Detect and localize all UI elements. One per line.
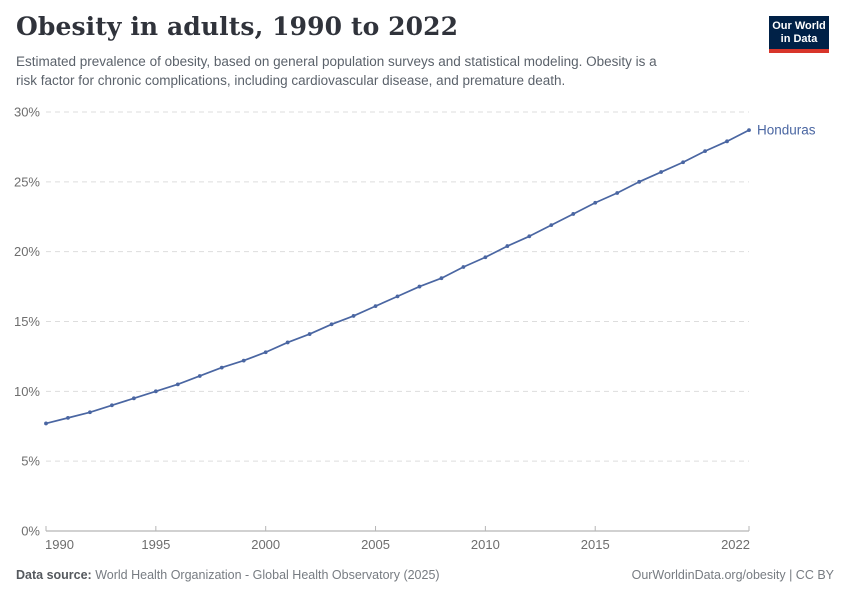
data-point-honduras-2012[interactable] [527,234,532,239]
data-point-honduras-2017[interactable] [637,179,642,184]
data-point-honduras-2000[interactable] [263,350,268,355]
x-tick-label-2010: 2010 [471,537,500,552]
data-point-honduras-2021[interactable] [725,139,729,144]
data-point-honduras-1999[interactable] [241,358,246,363]
data-point-honduras-2009[interactable] [461,265,466,269]
data-point-honduras-1990[interactable] [44,421,48,426]
data-point-honduras-1993[interactable] [110,403,114,408]
data-source-text: World Health Organization - Global Healt… [91,568,440,582]
data-point-honduras-2001[interactable] [285,340,290,345]
data-source-note: Data source: World Health Organization -… [16,568,440,582]
subtitle-line-1: Estimated prevalence of obesity, based o… [16,54,657,69]
data-point-honduras-2018[interactable] [659,170,664,174]
data-source-label: Data source: [16,568,92,582]
attribution-link[interactable]: OurWorldinData.org/obesity | CC BY [631,568,834,582]
data-point-honduras-2008[interactable] [439,276,444,281]
data-point-honduras-2002[interactable] [307,332,312,336]
owid-logo-line2: in Data [780,32,818,45]
data-point-honduras-1998[interactable] [219,365,224,370]
x-tick-label-1990: 1990 [45,537,74,552]
x-tick-label-2005: 2005 [361,537,390,552]
y-tick-label-30: 30% [14,105,40,120]
owid-logo-line1: Our World [772,20,826,32]
line-honduras[interactable] [45,129,750,425]
y-tick-label-20: 20% [14,244,40,259]
data-point-honduras-1992[interactable] [88,410,92,415]
data-point-honduras-1994[interactable] [131,396,136,401]
data-point-honduras-2013[interactable] [549,223,554,228]
data-point-honduras-1995[interactable] [153,389,158,394]
page-title: Obesity in adults, 1990 to 2022 [16,12,459,41]
data-point-honduras-2005[interactable] [373,304,378,309]
data-point-honduras-2022[interactable] [747,128,751,133]
data-point-honduras-2003[interactable] [329,322,334,327]
y-tick-label-15: 15% [14,314,40,329]
subtitle-line-2: risk factor for chronic complications, i… [16,73,566,88]
series-end-label-honduras[interactable]: Honduras [757,123,816,138]
y-tick-label-10: 10% [14,384,40,399]
data-point-honduras-2004[interactable] [351,314,356,318]
owid-logo[interactable]: Our World in Data [769,16,829,53]
y-tick-label-5: 5% [21,454,40,469]
y-tick-label-25: 25% [14,174,40,189]
data-point-honduras-2014[interactable] [571,212,576,216]
chart-footer: Data source: World Health Organization -… [16,568,834,582]
owid-logo-accent-bar [769,49,829,53]
data-point-honduras-2006[interactable] [395,294,400,299]
data-point-honduras-2015[interactable] [593,200,598,205]
x-tick-label-1995: 1995 [141,537,170,552]
data-point-honduras-2019[interactable] [681,160,685,165]
x-tick-label-2000: 2000 [251,537,280,552]
data-point-honduras-2011[interactable] [505,244,510,248]
x-tick-label-2015: 2015 [581,537,610,552]
x-tick-label-2022: 2022 [721,537,750,552]
data-point-honduras-1991[interactable] [66,415,70,420]
data-point-honduras-2020[interactable] [703,149,707,154]
data-point-honduras-1996[interactable] [175,382,180,387]
data-point-honduras-2010[interactable] [483,255,488,260]
owid-logo-box: Our World in Data [769,16,829,49]
data-point-honduras-1997[interactable] [197,374,202,378]
data-point-honduras-2007[interactable] [417,284,422,289]
data-point-honduras-2016[interactable] [615,191,620,195]
y-tick-label-0: 0% [21,524,40,539]
chart-subtitle: Estimated prevalence of obesity, based o… [16,52,657,90]
